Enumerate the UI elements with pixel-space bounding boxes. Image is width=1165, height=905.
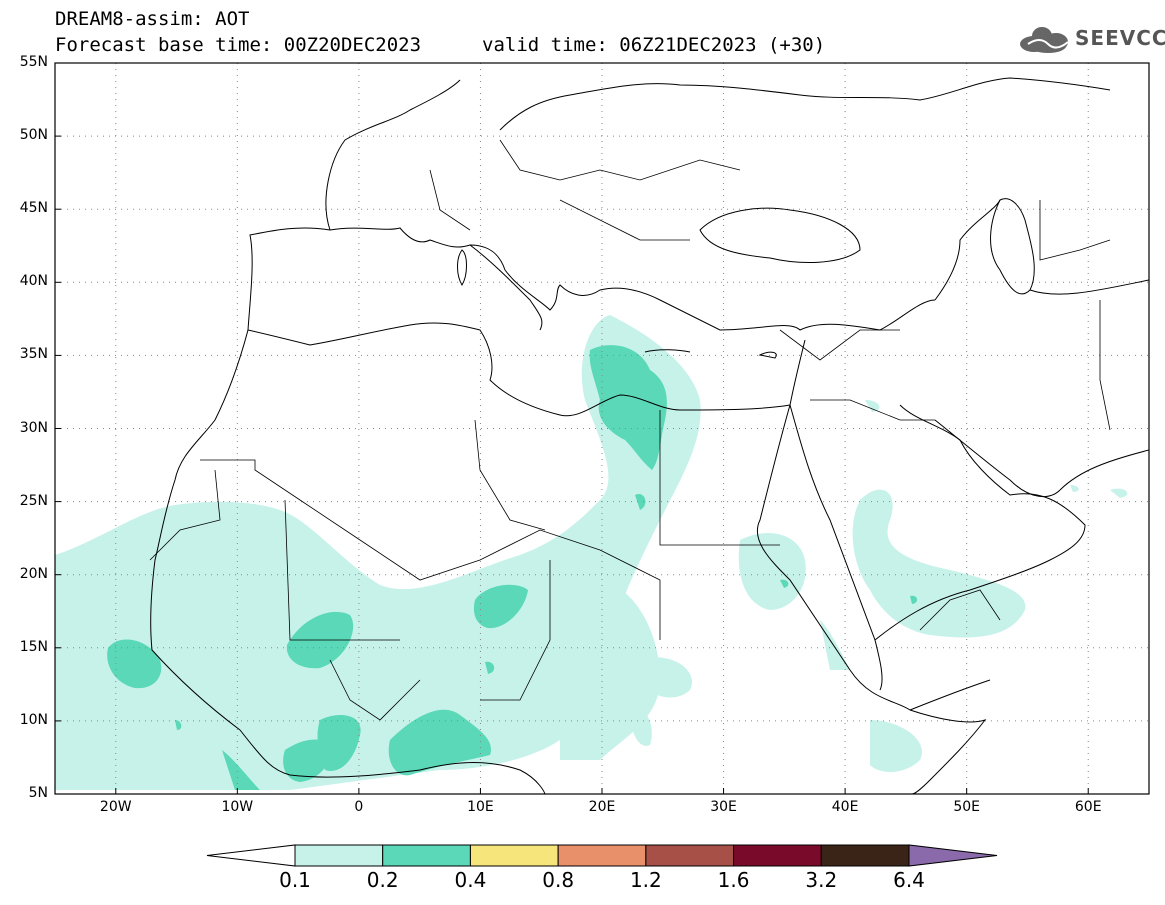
lat-tick-label: 50N	[19, 127, 48, 144]
colorbar-label: 1.6	[717, 868, 750, 892]
cloud-icon	[1020, 27, 1069, 53]
colorbar-label: 6.4	[893, 868, 925, 892]
lon-tick-label: 30E	[710, 799, 737, 815]
lat-tick-label: 5N	[28, 785, 48, 801]
map-title: DREAM8-assim: AOT	[55, 8, 250, 30]
aot-field-low	[55, 315, 1128, 790]
colorbar-label: 0.8	[542, 868, 575, 892]
lon-tick-label: 20W	[99, 799, 132, 815]
lat-tick-label: 25N	[19, 492, 48, 509]
lat-tick-label: 35N	[19, 346, 48, 363]
lon-tick-label: 50E	[953, 799, 980, 815]
lat-tick-label: 55N	[19, 54, 48, 70]
colorbar-label: 0.2	[366, 868, 399, 892]
colorbar-label: 0.1	[279, 868, 311, 892]
lat-tick-label: 40N	[19, 273, 48, 290]
lon-tick-label: 60E	[1074, 799, 1102, 815]
lat-tick-label: 30N	[19, 419, 48, 436]
map-gridlines	[55, 63, 1149, 794]
lon-tick-label: 20E	[588, 799, 616, 815]
aot-field-mid	[107, 345, 918, 790]
seevccc-logo	[1020, 27, 1069, 53]
country-borders	[149, 139, 1111, 721]
colorbar-label: 0.4	[454, 868, 487, 892]
coastlines	[150, 77, 1149, 794]
lon-tick-label: 40E	[831, 799, 859, 815]
axis-ticks	[55, 62, 1089, 795]
lat-tick-label: 15N	[19, 638, 48, 655]
lat-tick-label: 20N	[19, 565, 48, 582]
lon-tick-label: 0	[354, 799, 364, 815]
forecast-base-time: Forecast base time: 00Z20DEC2023	[55, 34, 422, 56]
lon-tick-label: 10W	[221, 799, 254, 815]
colorbar-label: 3.2	[805, 868, 838, 892]
valid-time: valid time: 06Z21DEC2023 (+30)	[482, 34, 826, 56]
logo-text: SEEVCCC	[1075, 26, 1165, 50]
lat-tick-label: 45N	[19, 200, 48, 217]
lon-tick-label: 10E	[467, 799, 494, 815]
lat-tick-label: 10N	[19, 711, 48, 728]
colorbar-label: 1.2	[629, 868, 662, 892]
